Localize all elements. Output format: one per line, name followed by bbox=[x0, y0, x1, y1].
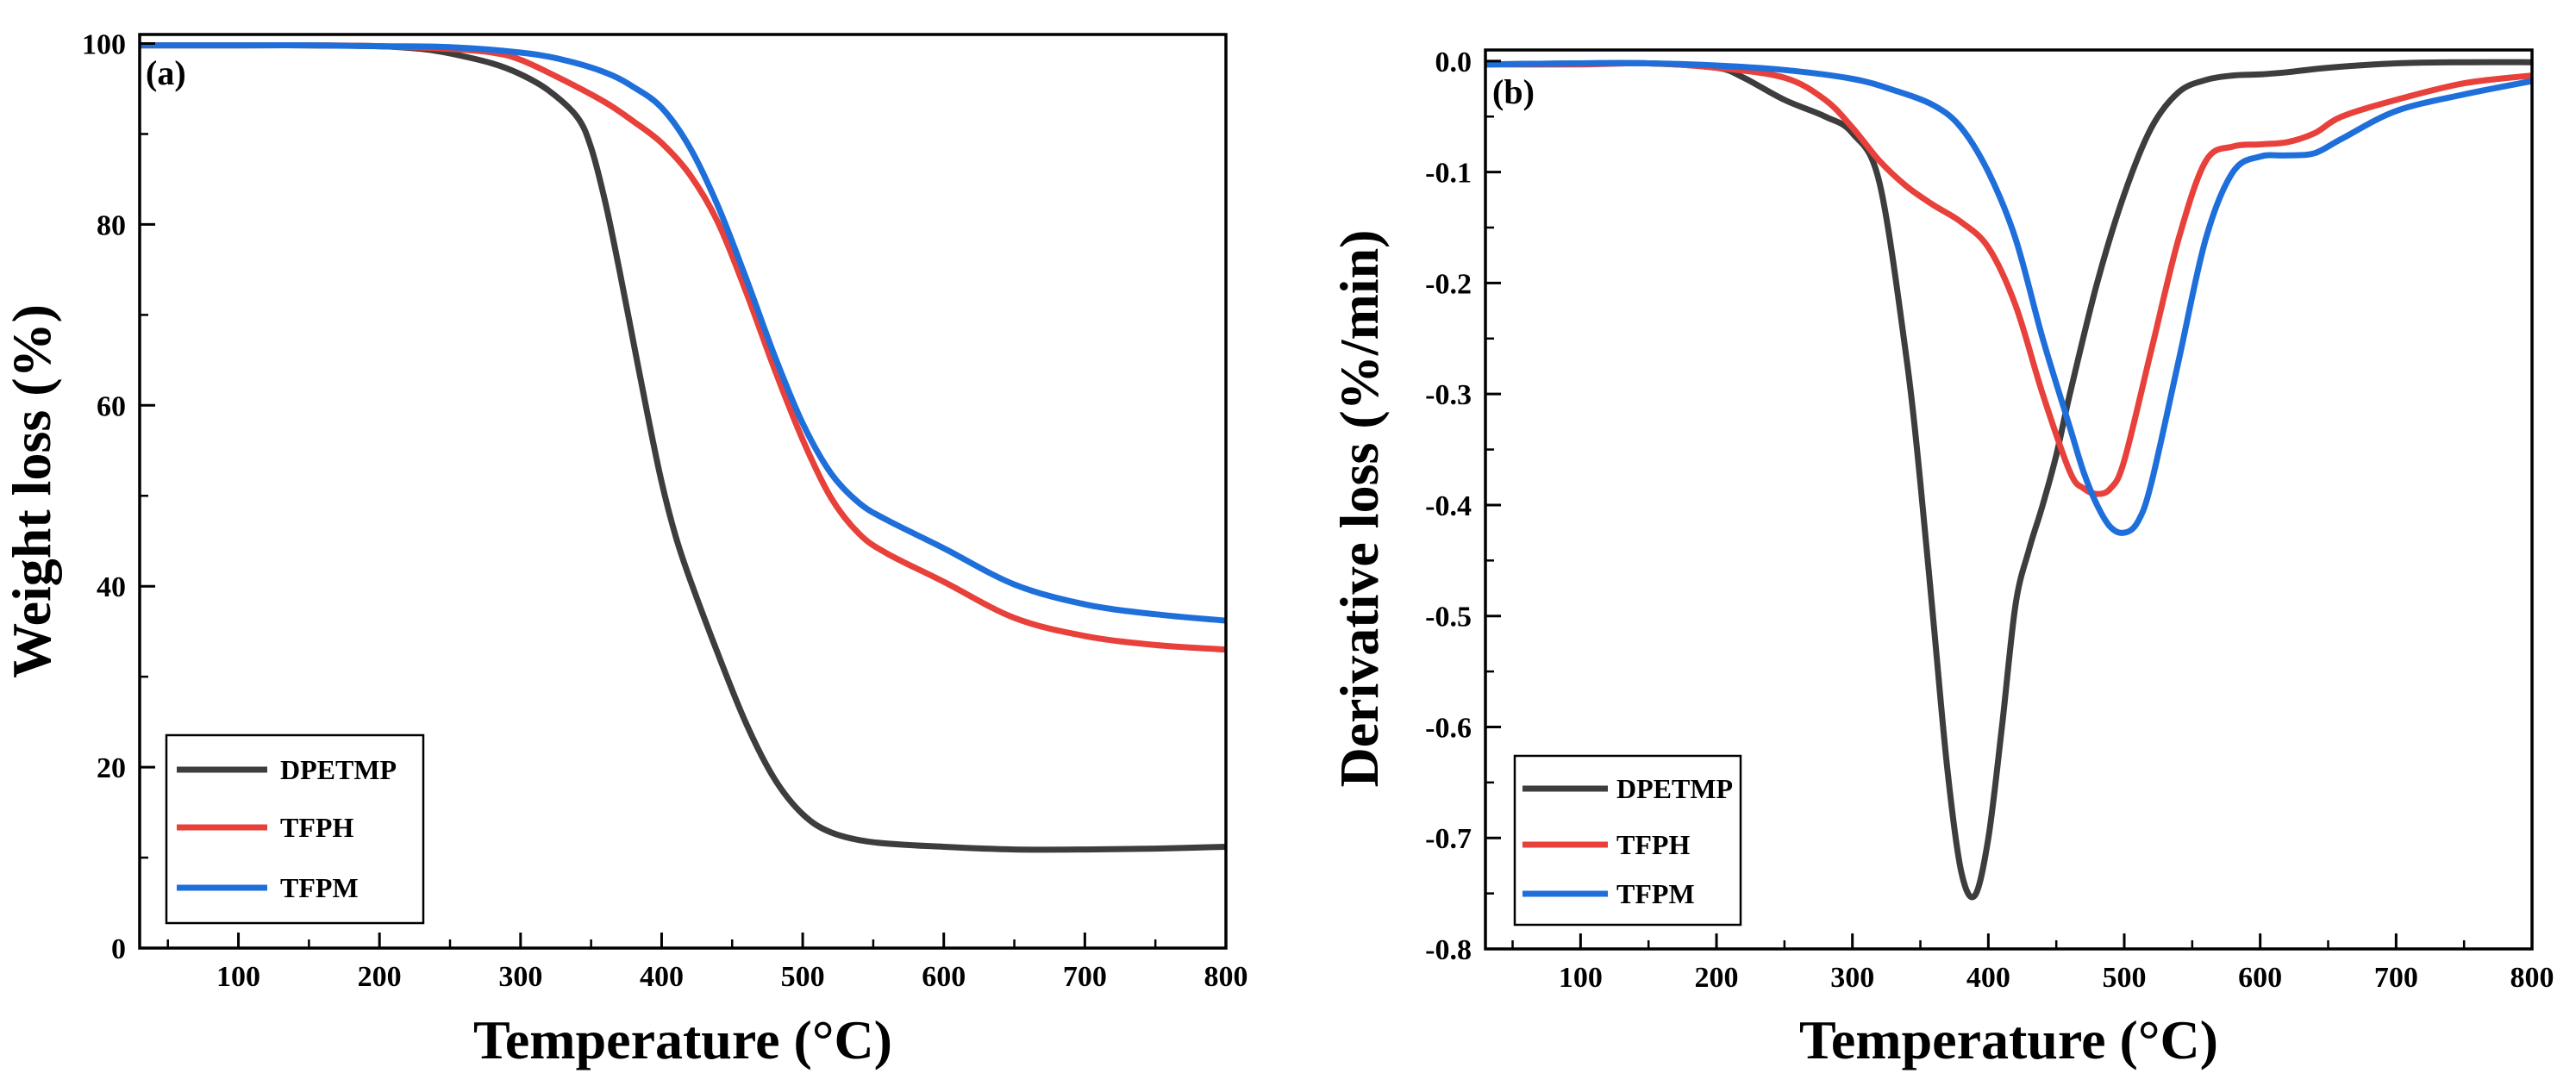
panel-b-y-tick-label: -0.2 bbox=[1425, 268, 1472, 300]
panel-b-x-tick-label: 200 bbox=[1695, 962, 1739, 994]
panel-a-x-tick-label: 100 bbox=[216, 961, 260, 993]
panel-a-y-axis-title: Weight loss (%) bbox=[1, 304, 62, 678]
panel-b-x-tick-label: 700 bbox=[2374, 962, 2418, 994]
panel-b-label: (b) bbox=[1492, 72, 1535, 111]
panel-a-plot-frame bbox=[138, 33, 1228, 950]
panel-b-series-dpetmp bbox=[1485, 59, 2532, 901]
panel-a-weight-loss-chart: 100 200 300 400 500 600 700 800 0 20 40 60 80 100 (a)… bbox=[1, 28, 1248, 1070]
panel-a-x-tick-label: 400 bbox=[640, 961, 684, 993]
panel-b-y-tick-label: -0.6 bbox=[1425, 712, 1472, 744]
panel-a-x-tick-label: 200 bbox=[358, 961, 402, 993]
panel-b-legend: DPETMP TFPH TFPM bbox=[1513, 754, 1742, 927]
panel-b-y-tick-label: -0.8 bbox=[1425, 934, 1472, 966]
panel-b-y-tick-label: -0.3 bbox=[1425, 379, 1472, 411]
panel-b-x-tick-label: 400 bbox=[1966, 962, 2010, 994]
panel-b-legend-label-tfpm: TFPM bbox=[1616, 878, 1695, 909]
panel-a-y-tick-label: 0 bbox=[111, 933, 126, 965]
panel-b-y-tick-label: 0.0 bbox=[1435, 47, 1472, 78]
panel-a-x-tick-label: 800 bbox=[1204, 961, 1248, 993]
panel-a-legend-label-tfph: TFPH bbox=[280, 812, 353, 843]
panel-a-label: (a) bbox=[146, 53, 186, 92]
panel-b-y-axis-title: Derivative loss (%/min) bbox=[1329, 230, 1390, 788]
panel-a-x-axis-title: Temperature (°C) bbox=[473, 1009, 892, 1070]
panel-a-x-tick-label: 700 bbox=[1063, 961, 1107, 993]
panel-b-x-tick-label: 100 bbox=[1559, 962, 1603, 994]
panel-a-y-tick-label: 60 bbox=[97, 390, 126, 422]
panel-a-y-tick-label: 80 bbox=[97, 209, 126, 241]
panel-b-derivative-loss-chart: 100 200 300 400 500 600 700 800 0.0 -0.1 -0.2 -0.3 -… bbox=[1329, 47, 2554, 1070]
panel-a-y-tick-label: 20 bbox=[97, 752, 126, 784]
panel-a-x-tick-label: 500 bbox=[781, 961, 825, 993]
panel-b-legend-label-dpetmp: DPETMP bbox=[1616, 773, 1733, 804]
panel-b-x-tick-label: 600 bbox=[2238, 962, 2282, 994]
panel-b-y-tick-label: -0.5 bbox=[1425, 602, 1472, 633]
panel-a-legend-label-dpetmp: DPETMP bbox=[280, 754, 397, 785]
panel-b-x-tick-label: 300 bbox=[1830, 962, 1874, 994]
panel-b-legend-label-tfph: TFPH bbox=[1616, 829, 1690, 860]
panel-a-legend: DPETMP TFPH TFPM bbox=[165, 733, 425, 925]
panel-a-x-tick-label: 600 bbox=[922, 961, 966, 993]
panel-a-x-tick-label: 300 bbox=[498, 961, 542, 993]
panel-a-legend-label-tfpm: TFPM bbox=[280, 872, 359, 903]
panel-b-series-tfph bbox=[1485, 59, 2532, 497]
panel-b-y-tick-label: -0.4 bbox=[1425, 490, 1472, 522]
panel-b-x-tick-label: 800 bbox=[2510, 962, 2554, 994]
panel-b-x-axis-title: Temperature (°C) bbox=[1799, 1009, 2218, 1070]
panel-b-series-tfpm bbox=[1485, 59, 2532, 536]
panel-a-series-tfpm bbox=[140, 42, 1226, 624]
panel-a-y-tick-label: 100 bbox=[82, 28, 126, 60]
panel-b-y-tick-label: -0.1 bbox=[1425, 158, 1472, 190]
panel-b-x-tick-label: 500 bbox=[2103, 962, 2147, 994]
panel-a-y-tick-label: 40 bbox=[97, 571, 126, 603]
panel-b-y-tick-label: -0.7 bbox=[1425, 823, 1472, 855]
panel-b-plot-frame bbox=[1484, 48, 2534, 951]
